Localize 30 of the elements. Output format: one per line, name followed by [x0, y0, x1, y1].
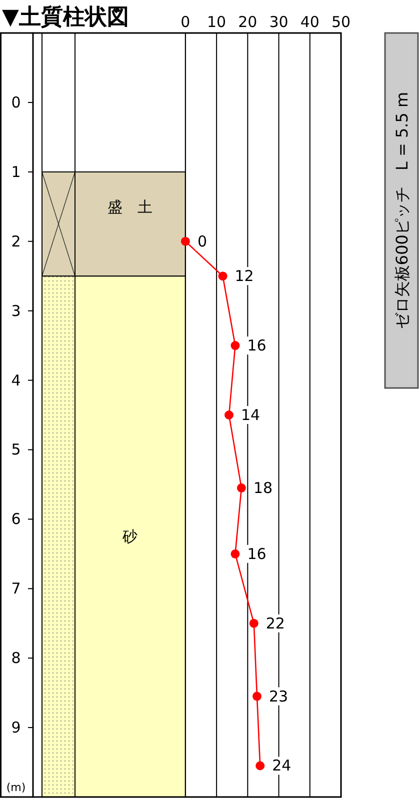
y-tick-label: 1	[11, 162, 21, 181]
x-tick-label: 50	[331, 13, 351, 31]
y-tick-label: 8	[11, 649, 21, 668]
x-tick-label: 10	[207, 13, 226, 31]
y-tick-label: 0	[11, 93, 21, 112]
chart-title: ▼土質柱状図	[2, 4, 129, 30]
x-tick-label: 20	[238, 13, 258, 31]
x-tick-label: 0	[180, 13, 190, 31]
annotation: 0	[197, 232, 207, 250]
text: ゼロ矢板600ピッチ L = 5.5 m	[392, 92, 412, 330]
annotation: 14	[241, 406, 260, 424]
y-tick-label: 6	[11, 510, 21, 528]
y-tick-label: 7	[11, 580, 21, 598]
y-tick-label: 4	[11, 371, 21, 390]
x-tick-label: 40	[300, 13, 320, 31]
band-label: 砂	[122, 528, 138, 546]
y-tick-label: 3	[11, 302, 21, 320]
y-tick-label: 5	[11, 440, 21, 459]
annotation: 12	[234, 267, 254, 286]
x-tick-label: 30	[269, 13, 288, 31]
y-tick-label: 2	[11, 232, 21, 250]
annotation: 23	[269, 687, 288, 706]
annotation: 18	[253, 478, 273, 497]
annotation: 16	[247, 544, 266, 563]
y-tick-label: 9	[11, 718, 21, 737]
y-axis-title: (m)	[6, 781, 26, 794]
annotation: 22	[266, 614, 285, 632]
annotation: 16	[247, 336, 266, 355]
annotation: 24	[272, 756, 292, 775]
band-label: 盛 土	[108, 198, 153, 216]
